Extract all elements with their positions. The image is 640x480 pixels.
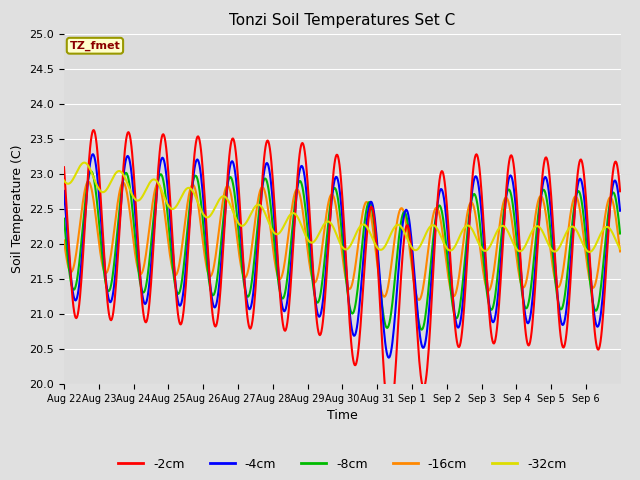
X-axis label: Time: Time xyxy=(327,409,358,422)
Legend: -2cm, -4cm, -8cm, -16cm, -32cm: -2cm, -4cm, -8cm, -16cm, -32cm xyxy=(113,453,572,476)
Text: TZ_fmet: TZ_fmet xyxy=(70,41,120,51)
Title: Tonzi Soil Temperatures Set C: Tonzi Soil Temperatures Set C xyxy=(229,13,456,28)
Y-axis label: Soil Temperature (C): Soil Temperature (C) xyxy=(11,144,24,273)
